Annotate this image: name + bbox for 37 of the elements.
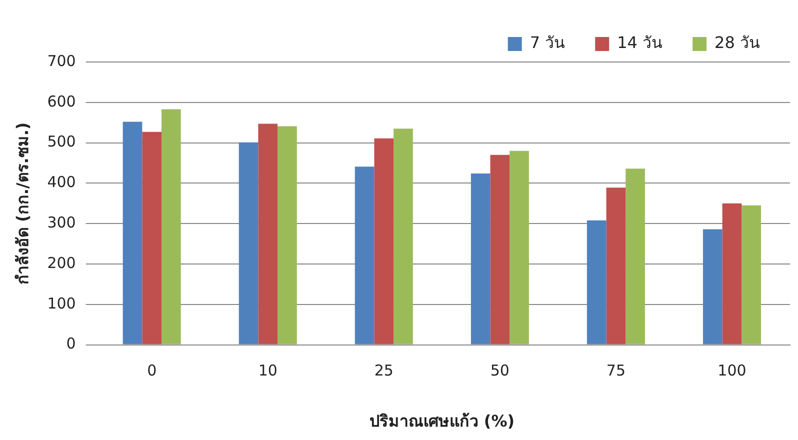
bar [510,150,529,344]
bar [606,188,626,344]
bar [490,154,510,344]
bar [470,174,490,344]
bar [278,126,297,344]
y-tick-label: 0 [66,334,76,353]
x-tick-label: 50 [490,362,510,380]
bar [142,132,162,344]
bar [394,128,413,344]
bar [586,220,606,344]
bar [162,109,181,344]
y-tick-label: 100 [47,294,76,312]
legend-label: 28 วัน [714,33,760,52]
bar [742,205,761,344]
x-tick-label: 75 [606,362,626,380]
y-axis-title: กำลังอัด (กก./ตร.ซม.) [12,122,32,285]
bar [354,166,374,344]
legend-label: 7 วัน [530,33,566,52]
x-tick-label: 25 [374,362,394,380]
bar [374,138,394,344]
y-tick-label: 500 [47,132,76,151]
y-tick-label: 200 [47,254,76,272]
y-tick-label: 300 [47,213,76,232]
y-tick-label: 600 [47,92,76,110]
x-tick-label: 100 [718,362,746,380]
y-tick-label: 400 [47,173,76,192]
x-tick-label: 0 [147,362,157,380]
legend-label: 14 วัน [617,33,663,52]
bar [238,142,258,344]
x-tick-label: 10 [258,362,278,380]
bar [122,122,142,344]
bar [626,168,645,344]
bar [702,229,722,344]
bar [722,203,742,344]
x-axis-title: ปริมาณเศษแก้ว (%) [369,412,515,431]
bar [258,124,278,344]
y-tick-label: 700 [47,52,76,70]
